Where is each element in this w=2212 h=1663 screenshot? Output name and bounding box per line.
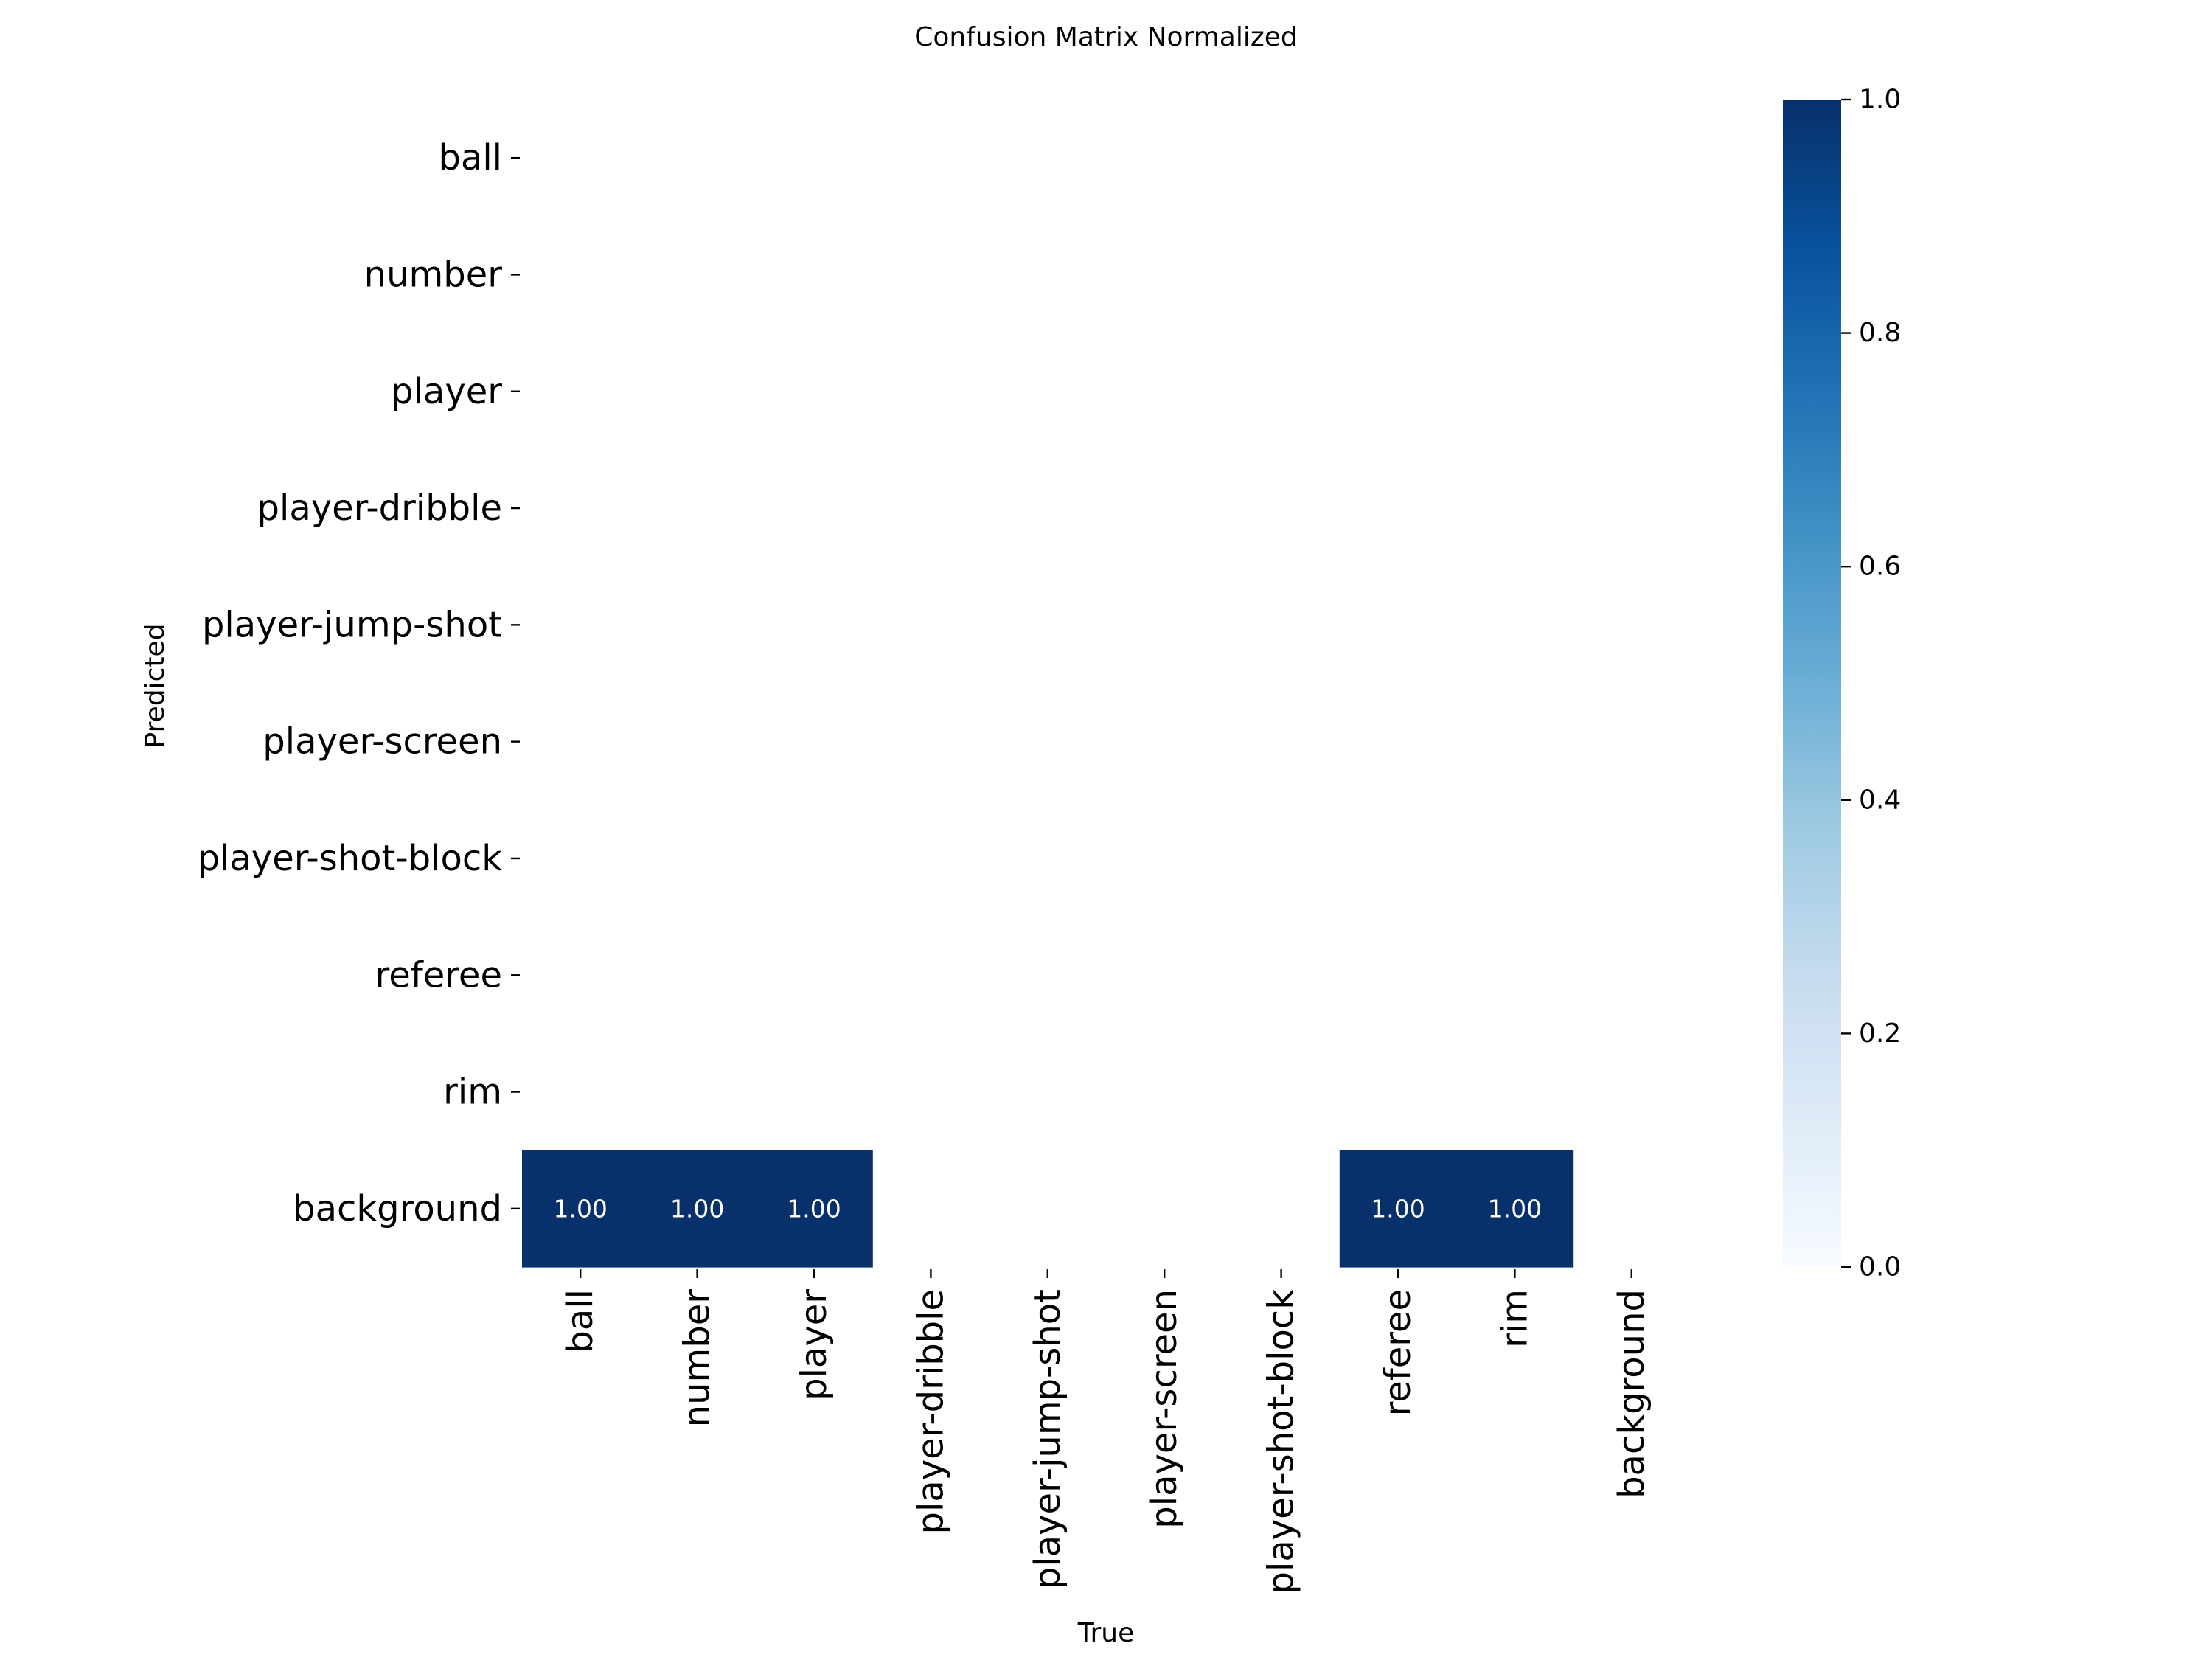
y-tick-label-ball: ball bbox=[438, 137, 502, 178]
y-tick-label-player-screen: player-screen bbox=[262, 721, 502, 763]
x-axis-label: True bbox=[1077, 1618, 1134, 1648]
cell-background-rim bbox=[1456, 1150, 1574, 1268]
y-tick-label-player: player bbox=[391, 371, 502, 412]
y-axis: ball number player player-dribble player-jum… bbox=[198, 137, 520, 1229]
cell-background-number bbox=[639, 1150, 757, 1268]
cell-label-background-player: 1.00 bbox=[787, 1194, 841, 1223]
chart-title: Confusion Matrix Normalized bbox=[914, 22, 1297, 52]
y-tick-label-player-jump-shot: player-jump-shot bbox=[202, 604, 502, 645]
cell-label-background-referee: 1.00 bbox=[1371, 1194, 1425, 1223]
x-tick-label-number: number bbox=[677, 1289, 718, 1428]
x-tick-label-rim: rim bbox=[1494, 1289, 1535, 1348]
colorbar-tick-label-0-0: 0.0 bbox=[1859, 1252, 1901, 1282]
cell-background-referee bbox=[1339, 1150, 1457, 1268]
x-tick-label-background: background bbox=[1611, 1289, 1652, 1499]
x-tick-label-player-screen: player-screen bbox=[1144, 1289, 1185, 1529]
y-tick-label-player-shot-block: player-shot-block bbox=[198, 838, 503, 879]
cell-label-background-ball: 1.00 bbox=[553, 1194, 607, 1223]
heatmap-cells: 1.00 1.00 1.00 1.00 1.00 bbox=[522, 1150, 1574, 1268]
colorbar-tick-label-0-4: 0.4 bbox=[1859, 785, 1901, 815]
cell-background-ball bbox=[522, 1150, 639, 1268]
y-axis-label: Predicted bbox=[140, 624, 170, 749]
x-tick-label-player-jump-shot: player-jump-shot bbox=[1027, 1289, 1068, 1589]
cell-background-player bbox=[755, 1150, 873, 1268]
colorbar: 0.0 0.2 0.4 0.6 0.8 1.0 bbox=[1783, 85, 1901, 1282]
y-tick-label-background: background bbox=[293, 1188, 502, 1229]
colorbar-tick-label-0-2: 0.2 bbox=[1859, 1018, 1901, 1049]
cell-label-background-rim: 1.00 bbox=[1488, 1194, 1542, 1223]
x-axis: ball number player player-dribble player-jum… bbox=[560, 1269, 1652, 1594]
colorbar-tick-label-1-0: 1.0 bbox=[1859, 85, 1901, 115]
y-tick-label-player-dribble: player-dribble bbox=[257, 487, 502, 529]
colorbar-gradient bbox=[1783, 100, 1841, 1267]
colorbar-tick-label-0-6: 0.6 bbox=[1859, 552, 1901, 582]
x-tick-label-player-dribble: player-dribble bbox=[910, 1289, 951, 1534]
x-tick-label-player: player bbox=[793, 1289, 835, 1400]
y-tick-label-number: number bbox=[364, 254, 503, 295]
x-tick-label-player-shot-block: player-shot-block bbox=[1261, 1289, 1302, 1594]
y-tick-label-referee: referee bbox=[375, 954, 502, 996]
x-tick-label-referee: referee bbox=[1377, 1289, 1419, 1416]
x-tick-label-ball: ball bbox=[560, 1289, 601, 1353]
cell-label-background-number: 1.00 bbox=[670, 1194, 724, 1223]
y-tick-label-rim: rim bbox=[443, 1072, 502, 1113]
colorbar-tick-label-0-8: 0.8 bbox=[1859, 318, 1901, 348]
